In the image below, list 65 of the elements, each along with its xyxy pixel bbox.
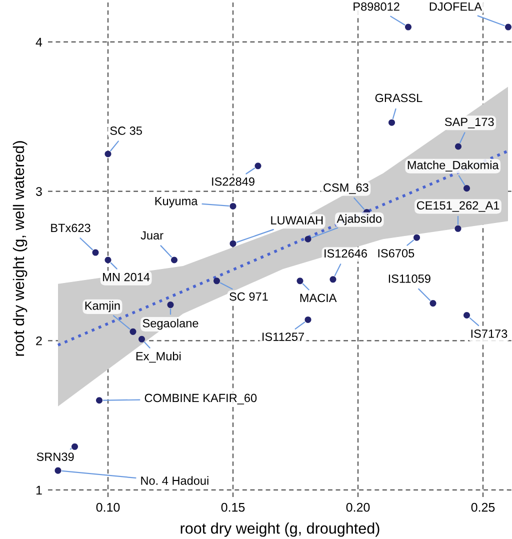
x-tick-label: 0.15: [221, 502, 245, 512]
annotation: MN 2014: [103, 272, 150, 282]
annotation: SC 35: [110, 126, 142, 135]
point: [96, 397, 103, 404]
point: [454, 225, 462, 232]
x-tick-label: 0.25: [471, 502, 495, 512]
x-axis-title: root dry weight (g, droughted): [180, 522, 380, 537]
point: [404, 24, 412, 30]
point: [430, 300, 436, 307]
annotation: GRASSL: [375, 94, 422, 102]
point: [413, 234, 420, 241]
point: [330, 276, 336, 283]
annotation: BTx623: [51, 224, 90, 232]
annotation: P898012: [354, 2, 400, 11]
point: [130, 328, 136, 335]
point: [304, 236, 312, 242]
point: [463, 312, 470, 319]
point: [104, 150, 112, 158]
point: [92, 249, 99, 256]
annotation: SAP_173: [444, 118, 494, 128]
annotation: DJOFELA: [430, 2, 482, 11]
annotation: Segaolane: [142, 318, 198, 330]
annotation: SRN39: [36, 452, 74, 461]
annotation: CSM_63: [324, 183, 368, 194]
y-tick-label: 1: [36, 486, 42, 495]
annotation: COMBINE KAFIR_60: [144, 394, 257, 404]
annotation: IS6705: [378, 249, 414, 258]
point: [167, 302, 174, 308]
annotation: No. 4 Hadoui: [141, 476, 208, 485]
point: [230, 240, 236, 247]
annotation: IS7173: [471, 330, 508, 338]
annotation: Ex_Mubi: [136, 352, 181, 363]
point: [54, 467, 62, 474]
annotation: Matche_Dakomia: [408, 160, 499, 172]
y-tick-label: 4: [36, 38, 42, 46]
point: [296, 278, 304, 284]
x-tick-label: 0.10: [96, 502, 120, 512]
point: [138, 336, 146, 342]
annotation: Juar: [140, 231, 164, 240]
y-tick-label: 2: [36, 336, 42, 346]
point: [388, 119, 396, 126]
point: [463, 185, 470, 192]
annotation: IS11059: [388, 274, 430, 283]
annotation: CE151_262_A1: [416, 201, 500, 212]
point: [213, 278, 220, 284]
point: [504, 24, 512, 30]
x-tick-label: 0.20: [346, 502, 370, 512]
annotation: IS22849: [212, 177, 254, 186]
annotation: Kuyuma: [155, 197, 198, 208]
point: [104, 256, 112, 264]
point: [454, 143, 462, 150]
annotation: Kamjin: [85, 301, 120, 312]
annotation: SC 971: [230, 292, 268, 301]
annotation: IS11257: [262, 332, 304, 341]
annotation: Ajabsido: [336, 214, 382, 226]
point: [170, 256, 178, 264]
point: [230, 202, 236, 210]
y-tick-label: 3: [36, 187, 42, 196]
annotation: LUWAIAH: [271, 216, 323, 225]
point: [71, 443, 78, 450]
annotation: MACIA: [300, 294, 337, 302]
y-axis-title: root dry weight (g, well watered): [12, 141, 28, 356]
point: [254, 162, 262, 170]
point: [304, 316, 312, 323]
annotation: IS12646: [324, 249, 367, 258]
